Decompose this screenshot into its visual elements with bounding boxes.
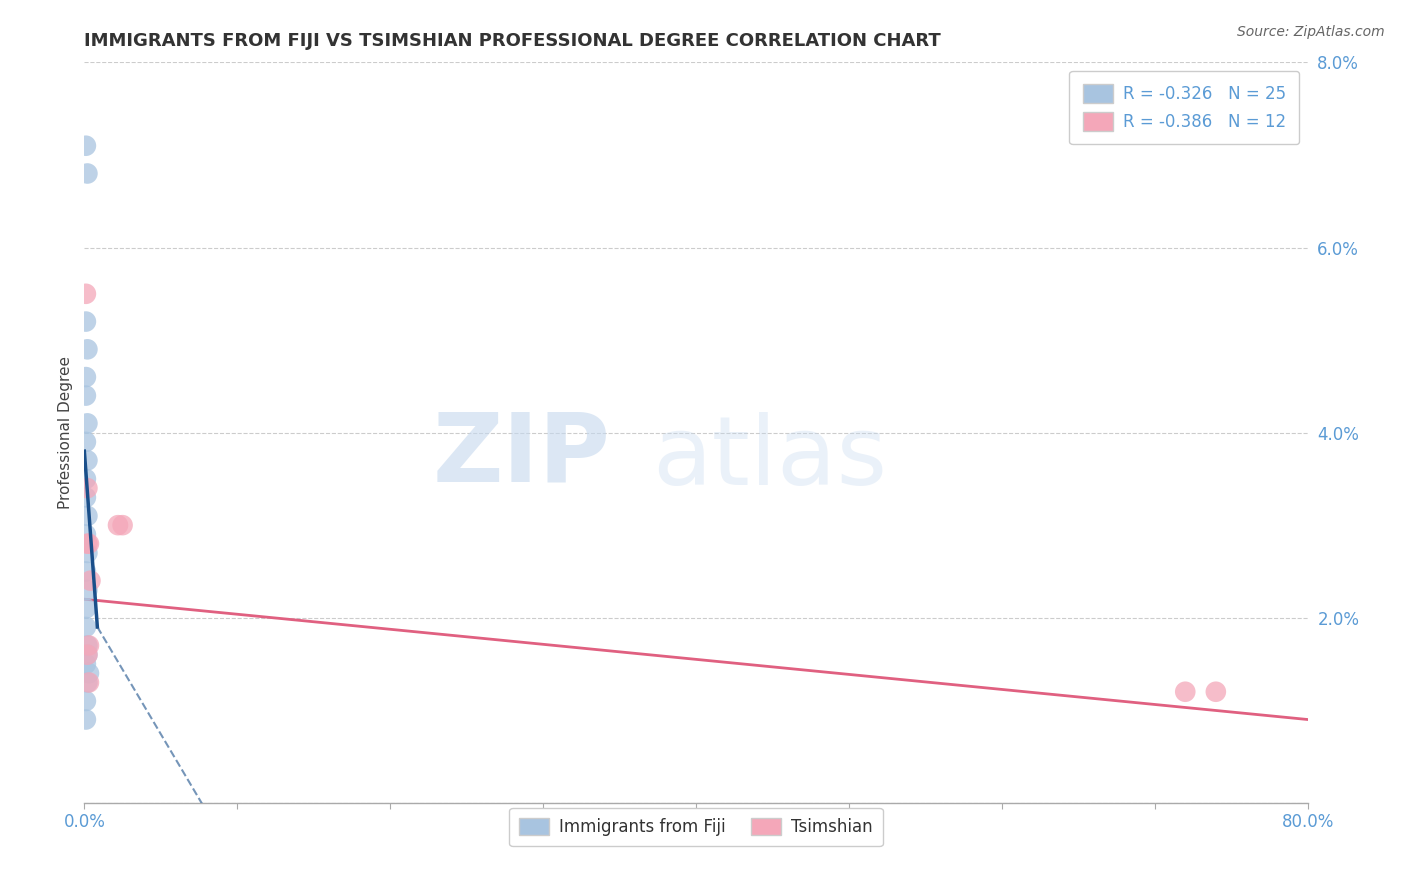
Point: [111, 518, 134, 533]
Text: atlas: atlas: [652, 412, 887, 505]
Point: [77, 639, 100, 653]
Point: [75, 434, 97, 449]
Point: [75, 527, 97, 541]
Point: [75, 286, 97, 301]
Point: [77, 666, 100, 681]
Point: [75, 389, 97, 403]
Point: [1205, 685, 1227, 699]
Point: [75, 314, 97, 328]
Point: [75, 620, 97, 634]
Point: [76, 582, 98, 597]
Point: [77, 536, 100, 550]
Point: [1174, 685, 1197, 699]
Point: [76, 481, 98, 495]
Point: [76, 648, 98, 662]
Point: [76, 639, 98, 653]
Point: [75, 138, 97, 153]
Point: [76, 675, 98, 690]
Point: [79, 574, 101, 588]
Point: [76, 648, 98, 662]
Point: [76, 453, 98, 467]
Point: [75, 370, 97, 384]
Point: [76, 546, 98, 560]
Point: [75, 491, 97, 505]
Point: [76, 508, 98, 523]
Point: [75, 657, 97, 671]
Point: [107, 518, 129, 533]
Point: [77, 675, 100, 690]
Point: [75, 694, 97, 708]
Point: [75, 601, 97, 615]
Y-axis label: Professional Degree: Professional Degree: [58, 356, 73, 509]
Point: [76, 536, 98, 550]
Legend: Immigrants from Fiji, Tsimshian: Immigrants from Fiji, Tsimshian: [509, 808, 883, 847]
Point: [75, 472, 97, 486]
Point: [76, 166, 98, 180]
Point: [76, 343, 98, 357]
Text: ZIP: ZIP: [433, 409, 610, 501]
Point: [75, 713, 97, 727]
Point: [75, 565, 97, 579]
Text: Source: ZipAtlas.com: Source: ZipAtlas.com: [1237, 25, 1385, 39]
Text: IMMIGRANTS FROM FIJI VS TSIMSHIAN PROFESSIONAL DEGREE CORRELATION CHART: IMMIGRANTS FROM FIJI VS TSIMSHIAN PROFES…: [84, 32, 941, 50]
Point: [76, 417, 98, 431]
